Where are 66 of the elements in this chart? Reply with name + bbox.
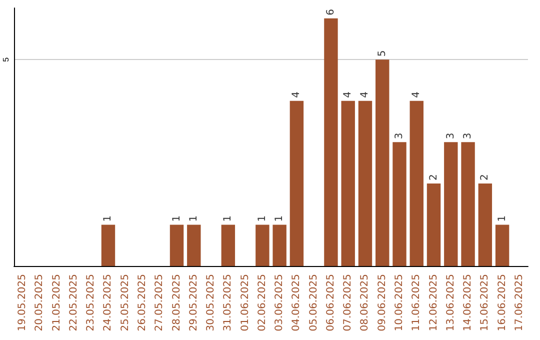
x-tick-label: 19.05.2025	[17, 274, 28, 332]
x-tick-label: 23.05.2025	[86, 274, 97, 332]
bar	[478, 183, 492, 266]
data-label: 4	[360, 92, 371, 98]
data-label: 1	[102, 215, 114, 222]
data-label: 1	[256, 215, 268, 222]
bar	[461, 142, 475, 266]
x-tick-label: 29.05.2025	[188, 274, 200, 332]
x-tick-label: 08.06.2025	[360, 274, 371, 332]
bar	[221, 224, 236, 266]
data-label: 2	[428, 174, 440, 180]
bar	[341, 100, 355, 266]
x-tick-label: 05.06.2025	[308, 274, 320, 332]
x-tick-label: 01.06.2025	[240, 274, 251, 332]
bar	[410, 100, 424, 266]
data-label: 1	[274, 215, 286, 222]
x-tick-label: 27.05.2025	[154, 274, 166, 332]
bar	[444, 142, 458, 266]
x-tick-label: 07.06.2025	[342, 274, 354, 332]
data-label: 2	[480, 174, 491, 180]
data-label: 1	[222, 215, 234, 222]
x-tick-label: 14.06.2025	[462, 274, 474, 332]
x-tick-label: 04.06.2025	[291, 274, 302, 332]
data-label: 4	[291, 92, 302, 98]
data-label: 4	[411, 92, 422, 98]
bar	[101, 224, 116, 266]
bar	[170, 224, 184, 266]
x-tick-label: 25.05.2025	[120, 274, 131, 332]
x-tick-label: 03.06.2025	[274, 274, 286, 332]
x-tick-label: 26.05.2025	[137, 274, 148, 332]
bar	[392, 142, 406, 266]
x-tick-label: 13.06.2025	[445, 274, 456, 332]
x-tick-label: 11.06.2025	[411, 274, 422, 332]
data-label: 1	[496, 215, 508, 222]
bar	[187, 224, 201, 266]
bar	[290, 100, 304, 266]
data-label: 6	[325, 8, 336, 16]
data-label: 3	[462, 132, 474, 140]
bar	[495, 224, 510, 266]
bar	[376, 60, 390, 266]
data-label: 5	[376, 50, 388, 57]
x-tick-label: 02.06.2025	[256, 274, 268, 332]
x-tick-label: 24.05.2025	[102, 274, 114, 332]
x-tick-label: 20.05.2025	[34, 274, 46, 332]
bar	[426, 183, 441, 266]
data-label: 1	[171, 215, 182, 222]
bar	[272, 224, 286, 266]
bar	[358, 100, 372, 266]
x-tick-label: 28.05.2025	[171, 274, 182, 332]
x-tick-label: 31.05.2025	[222, 274, 234, 332]
x-tick-label: 15.06.2025	[480, 274, 491, 332]
x-tick-label: 22.05.2025	[68, 274, 80, 332]
x-tick-label: 30.05.2025	[206, 274, 217, 332]
x-tick-label: 06.06.2025	[325, 274, 336, 332]
x-tick-label: 16.06.2025	[496, 274, 508, 332]
data-label: 1	[188, 215, 200, 222]
x-tick-label: 09.06.2025	[376, 274, 388, 332]
data-label: 3	[394, 132, 405, 140]
x-tick-label: 10.06.2025	[394, 274, 405, 332]
x-tick-label: 21.05.2025	[51, 274, 62, 332]
bar	[256, 224, 270, 266]
bar	[324, 18, 338, 266]
x-tick-label: 12.06.2025	[428, 274, 440, 332]
x-tick-label: 17.06.2025	[514, 274, 525, 332]
data-label: 4	[342, 92, 354, 98]
data-label: 3	[445, 132, 456, 140]
